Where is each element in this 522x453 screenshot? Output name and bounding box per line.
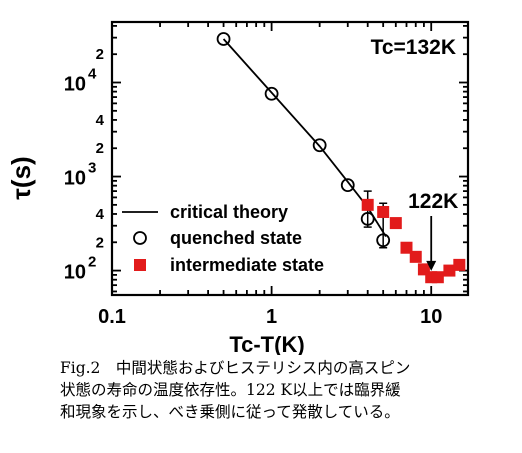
y-tick-label: 10 bbox=[64, 262, 86, 284]
series-layer bbox=[216, 32, 466, 284]
tc-annotation: Tc=132K bbox=[371, 36, 456, 59]
y-minor-label: 2 bbox=[96, 46, 104, 63]
y-minor-label: 4 bbox=[96, 206, 105, 223]
x-axis-title: Tc-T(K) bbox=[229, 332, 304, 355]
intermediate-state-point bbox=[431, 271, 444, 284]
critical-theory-line bbox=[222, 38, 387, 238]
y-tick-label: 10 bbox=[64, 168, 86, 190]
x-tick-label: 0.1 bbox=[98, 306, 126, 328]
annotation-arrow-head bbox=[426, 260, 437, 271]
transition-annotation: 122K bbox=[408, 190, 458, 213]
quenched-state-point bbox=[264, 86, 279, 101]
figure-caption: Fig.2 中間状態およびヒステリシス内の高スピン 状態の寿命の温度依存性。12… bbox=[60, 357, 515, 423]
quenched-state-point bbox=[312, 138, 327, 153]
legend-label: intermediate state bbox=[170, 255, 324, 275]
intermediate-state-point bbox=[409, 250, 422, 263]
annotations: Tc=132K 122K bbox=[371, 36, 458, 271]
caption-line: Fig.2 中間状態およびヒステリシス内の高スピン bbox=[60, 359, 411, 377]
x-tick-label: 1 bbox=[266, 306, 277, 328]
x-axis: 0.1 1 10 bbox=[98, 22, 442, 328]
legend-label: quenched state bbox=[170, 228, 302, 248]
y-tick-exponent: 4 bbox=[88, 66, 97, 83]
intermediate-state-point bbox=[400, 241, 413, 254]
quenched-state-point bbox=[376, 233, 391, 248]
x-tick-label: 10 bbox=[420, 306, 442, 328]
y-minor-label: 2 bbox=[96, 234, 104, 251]
quenched-state-point bbox=[340, 178, 355, 193]
y-tick-exponent: 2 bbox=[88, 254, 96, 271]
legend-label: critical theory bbox=[170, 202, 288, 222]
y-axis-title: τ(s) bbox=[6, 156, 36, 199]
caption-line: 状態の寿命の温度依存性。122 K以上では臨界緩 bbox=[60, 381, 401, 399]
legend-square-swatch bbox=[134, 259, 146, 271]
plot-border bbox=[110, 20, 470, 297]
legend-circle-swatch bbox=[133, 231, 147, 245]
intermediate-state-point bbox=[453, 258, 466, 271]
y-tick-label: 10 bbox=[64, 74, 86, 96]
intermediate-state-point bbox=[389, 217, 402, 230]
quenched-state-point bbox=[360, 211, 375, 226]
quenched-state-point bbox=[216, 32, 231, 46]
legend: critical theory quenched state intermediat… bbox=[122, 202, 324, 275]
y-tick-exponent: 3 bbox=[88, 160, 96, 177]
plot-frame bbox=[110, 20, 470, 297]
y-minor-label: 2 bbox=[96, 140, 104, 157]
intermediate-state-point bbox=[443, 264, 456, 277]
intermediate-state-point bbox=[377, 205, 390, 218]
caption-line: 和現象を示し、べき乗側に従って発散している。 bbox=[60, 403, 400, 421]
intermediate-state-point bbox=[361, 198, 374, 211]
y-minor-label: 4 bbox=[96, 112, 105, 129]
